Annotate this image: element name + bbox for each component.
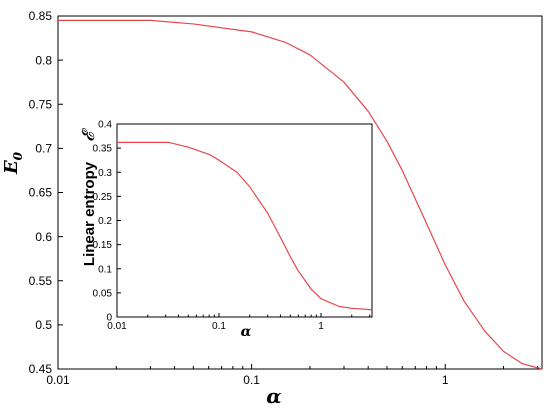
main-xaxis-title: α [266, 384, 281, 408]
main-yaxis-title-sub: 0 [11, 151, 25, 160]
inset-yaxis-title: Linear entropy [81, 161, 98, 266]
main-series-line [58, 19, 543, 370]
main-yaxis-title: E0 [1, 151, 25, 175]
main-ytick-label: 0.75 [29, 97, 53, 111]
main-series [58, 19, 543, 370]
inset-yaxis-symbol-text: 𝓔 [79, 127, 99, 142]
inset-yaxis-symbol: 𝓔 [79, 127, 99, 142]
inset-ytick-label: 0 [106, 313, 112, 324]
svg-text:E0: E0 [1, 151, 25, 175]
inset-ticks: 0.01 0.1 1 0 0.05 0.1 0.15 0.2 0.25 0.3 0.35 0.4 [93, 120, 371, 332]
inset-ytick-label: 0.05 [93, 288, 113, 299]
inset-series [117, 141, 373, 311]
main-ytick-label: 0.55 [29, 274, 53, 288]
main-ytick-label: 0.65 [29, 186, 53, 200]
inset-xtick-label: 1 [318, 321, 324, 332]
main-ytick-label: 0.8 [35, 53, 52, 67]
inset-xtick-label: 0.1 [212, 321, 226, 332]
main-ticks: 0.01 0.1 1 0.45 0.5 0.55 0.6 0.65 0.7 0.75 0.8 0.85 [29, 9, 539, 387]
main-yaxis-title-main: E [1, 160, 22, 175]
main-ytick-label: 0.7 [35, 142, 52, 156]
inset-ytick-label: 0.35 [93, 144, 113, 155]
inset-background [117, 124, 372, 317]
inset-xaxis-title: α [241, 324, 252, 340]
main-xtick-label: 0.1 [243, 373, 260, 387]
main-ytick-label: 0.85 [29, 9, 53, 23]
main-ytick-label: 0.5 [35, 318, 52, 332]
main-ytick-label: 0.45 [29, 362, 53, 376]
inset-ytick-label: 0.4 [98, 120, 112, 131]
main-xtick-label: 0.01 [46, 373, 70, 387]
inset-ytick-label: 0.25 [93, 192, 113, 203]
inset-ytick-label: 0.15 [93, 240, 113, 251]
inset-yaxis-title-text: Linear entropy [81, 161, 98, 266]
inset-ytick-label: 0.1 [98, 264, 112, 275]
inset-ytick-label: 0.3 [98, 168, 112, 179]
main-xtick-label: 1 [442, 373, 449, 387]
inset-ytick-label: 0.2 [98, 216, 112, 227]
inset-series-line [117, 141, 373, 311]
main-ytick-label: 0.6 [35, 230, 52, 244]
inset-xtick-label: 0.01 [107, 321, 127, 332]
